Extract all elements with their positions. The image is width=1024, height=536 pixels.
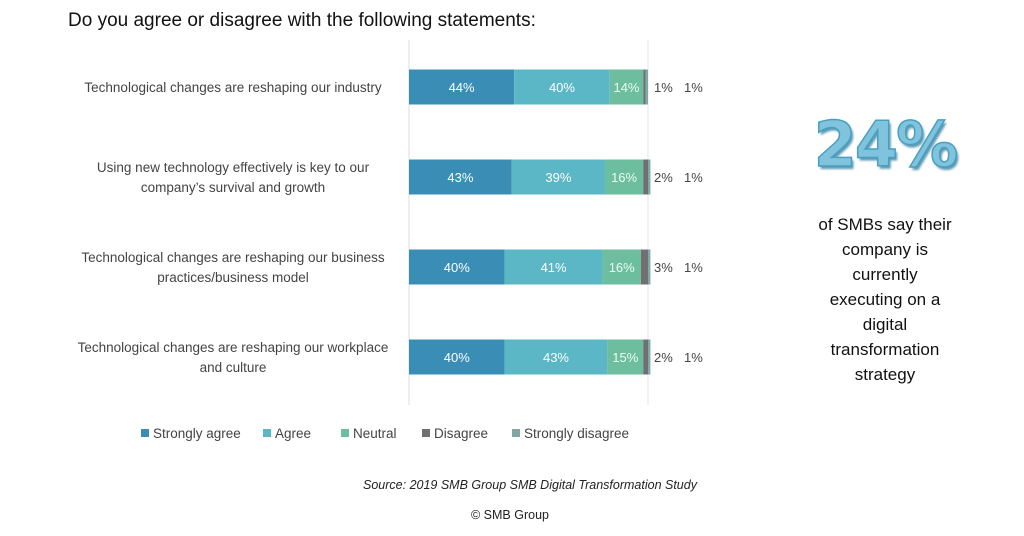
callout-line: transformation <box>830 340 940 359</box>
category-label: company’s survival and growth <box>141 180 325 195</box>
data-label: 40% <box>549 80 575 95</box>
callout-line: company is <box>842 240 928 259</box>
callout-line: of SMBs say their <box>818 215 952 234</box>
category-label: Technological changes are reshaping our … <box>78 340 389 355</box>
bar-segment <box>643 69 646 105</box>
bar-segment <box>643 159 648 195</box>
bar-segment <box>640 249 648 285</box>
callout-line: digital <box>862 315 908 334</box>
bar-segment <box>648 249 651 285</box>
legend-swatch <box>263 429 271 437</box>
legend-label: Strongly disagree <box>524 426 629 441</box>
chart-title: Do you agree or disagree with the follow… <box>68 10 536 31</box>
callout-line: strategy <box>854 365 916 384</box>
data-label: 2% <box>654 350 673 365</box>
bar-segment <box>643 339 648 375</box>
legend-label: Agree <box>275 426 311 441</box>
data-label: 1% <box>684 170 703 185</box>
legend-swatch <box>422 429 430 437</box>
data-label: 15% <box>612 350 638 365</box>
source-note: Source: 2019 SMB Group SMB Digital Trans… <box>363 478 697 492</box>
legend-label: Strongly agree <box>153 426 241 441</box>
bar-segment <box>609 69 644 105</box>
bar-segment <box>604 159 644 195</box>
legend-label: Disagree <box>434 426 488 441</box>
data-label: 40% <box>444 350 470 365</box>
bar-segment <box>409 159 512 195</box>
data-label: 1% <box>684 80 703 95</box>
bar-segment <box>648 339 651 375</box>
bar-segment <box>511 159 605 195</box>
legend-label: Neutral <box>353 426 397 441</box>
callout-text: of SMBs say their company is currently e… <box>780 212 990 387</box>
category-label: Using new technology effectively is key … <box>97 160 370 175</box>
data-label: 1% <box>684 260 703 275</box>
data-label: 43% <box>447 170 473 185</box>
callout-line: executing on a <box>829 290 941 309</box>
legend-swatch <box>512 429 520 437</box>
data-label: 16% <box>609 260 635 275</box>
category-label: practices/business model <box>157 270 309 285</box>
bar-segment <box>648 159 651 195</box>
copyright: © SMB Group <box>471 508 549 522</box>
bar-segment <box>645 69 648 105</box>
bar-segment <box>409 69 515 105</box>
bar-segment <box>409 249 505 285</box>
data-label: 3% <box>654 260 673 275</box>
data-label: 16% <box>611 170 637 185</box>
callout-value: 24% <box>813 107 959 182</box>
legend-swatch <box>141 429 149 437</box>
data-label: 14% <box>613 80 639 95</box>
data-label: 2% <box>654 170 673 185</box>
callout-line: currently <box>852 265 918 284</box>
data-label: 1% <box>654 80 673 95</box>
data-label: 41% <box>541 260 567 275</box>
data-label: 40% <box>444 260 470 275</box>
data-label: 39% <box>545 170 571 185</box>
bar-segment <box>602 249 641 285</box>
data-label: 43% <box>543 350 569 365</box>
category-label: Technological changes are reshaping our … <box>81 250 384 265</box>
legend-swatch <box>341 429 349 437</box>
bar-segment <box>607 339 644 375</box>
bar-segment <box>514 69 610 105</box>
category-label: and culture <box>200 360 267 375</box>
bar-segment <box>504 339 608 375</box>
data-label: 1% <box>684 350 703 365</box>
bar-segment <box>409 339 505 375</box>
data-label: 44% <box>449 80 475 95</box>
bar-segment <box>504 249 603 285</box>
category-label: Technological changes are reshaping our … <box>84 80 381 95</box>
